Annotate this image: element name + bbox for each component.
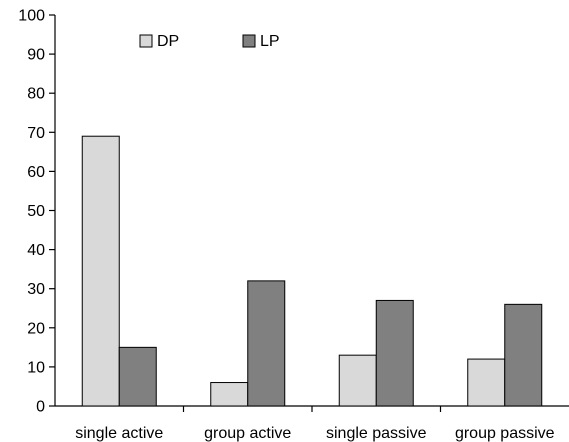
x-category-label: single passive <box>326 425 427 442</box>
x-category-labels: single active group active single passive g… <box>75 425 554 442</box>
bar-dp-group-active <box>210 382 249 407</box>
y-tick-labels: 0 10 20 30 40 50 60 70 80 90 100 <box>18 8 45 416</box>
x-category-label: single active <box>75 425 163 442</box>
chart-bars <box>81 135 543 407</box>
y-tick-label: 100 <box>18 8 45 25</box>
bar-dp-single-active <box>81 135 120 407</box>
bar-lp-single-active <box>118 346 157 407</box>
y-tick-label: 90 <box>27 47 45 64</box>
chart-legend: DP LP <box>139 33 280 50</box>
y-tick-label: 40 <box>27 242 45 259</box>
y-tick-label: 70 <box>27 125 45 142</box>
y-tick-label: 50 <box>27 203 45 220</box>
y-tick-label: 80 <box>27 86 45 103</box>
y-tick-label: 30 <box>27 281 45 298</box>
x-category-label: group active <box>204 425 291 442</box>
bar-lp-single-passive <box>375 299 414 407</box>
y-tick-label: 20 <box>27 320 45 337</box>
bar-lp-group-passive <box>504 303 543 407</box>
bar-dp-group-passive <box>467 358 506 407</box>
y-tick-label: 0 <box>36 399 45 416</box>
y-tick-label: 10 <box>27 359 45 376</box>
legend-swatch-dp <box>139 34 153 48</box>
y-tick-label: 60 <box>27 164 45 181</box>
bar-dp-single-passive <box>338 354 377 407</box>
x-category-label: group passive <box>455 425 555 442</box>
legend-label-lp: LP <box>260 33 280 50</box>
bar-lp-group-active <box>247 280 286 407</box>
legend-swatch-lp <box>242 34 256 48</box>
legend-label-dp: DP <box>157 33 179 50</box>
